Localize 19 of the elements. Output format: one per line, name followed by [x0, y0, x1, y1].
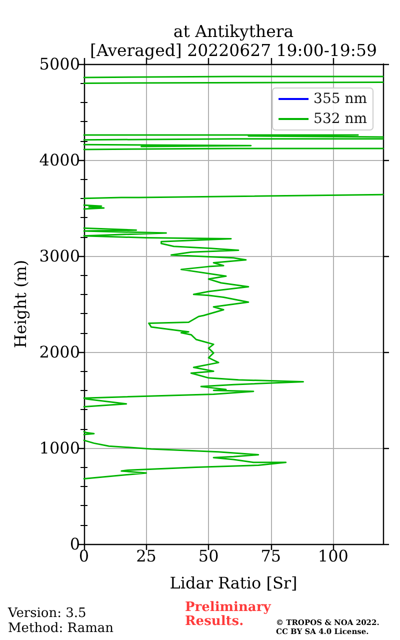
x-tick-label: 50	[198, 546, 219, 566]
y-tick-label: 3000	[39, 246, 80, 266]
chart-title: at Antikythera	[173, 22, 294, 41]
text: Method: Raman	[8, 621, 114, 636]
x-tick-label: 100	[318, 546, 348, 566]
y-tick-label: 0	[70, 534, 80, 554]
y-tick-label: 1000	[39, 438, 80, 458]
y-tick-label: 4000	[39, 150, 80, 170]
y-axis-title: Height (m)	[10, 260, 30, 348]
x-tick-label: 75	[260, 546, 282, 566]
legend-label: 532 nm	[314, 111, 368, 127]
x-tick-label: 25	[136, 546, 156, 566]
chart-subtitle: [Averaged] 20220627 19:00-19:59	[90, 41, 377, 60]
y-tick-label: 2000	[39, 342, 80, 362]
text: Version: 3.5	[8, 606, 86, 621]
text: Preliminary Results.	[185, 600, 271, 629]
x-axis-title: Lidar Ratio [Sr]	[170, 574, 298, 592]
legend-label: 355 nm	[314, 91, 368, 107]
y-tick-label: 5000	[39, 54, 80, 74]
